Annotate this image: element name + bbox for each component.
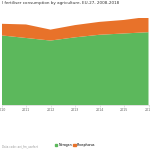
Legend: Nitrogen, Phosphorus: Nitrogen, Phosphorus (54, 142, 96, 149)
Text: l fertiliser consumption by agriculture, EU-27, 2008-2018: l fertiliser consumption by agriculture,… (2, 1, 119, 5)
Text: Data code: aei_fm_usefert: Data code: aei_fm_usefert (2, 144, 37, 148)
